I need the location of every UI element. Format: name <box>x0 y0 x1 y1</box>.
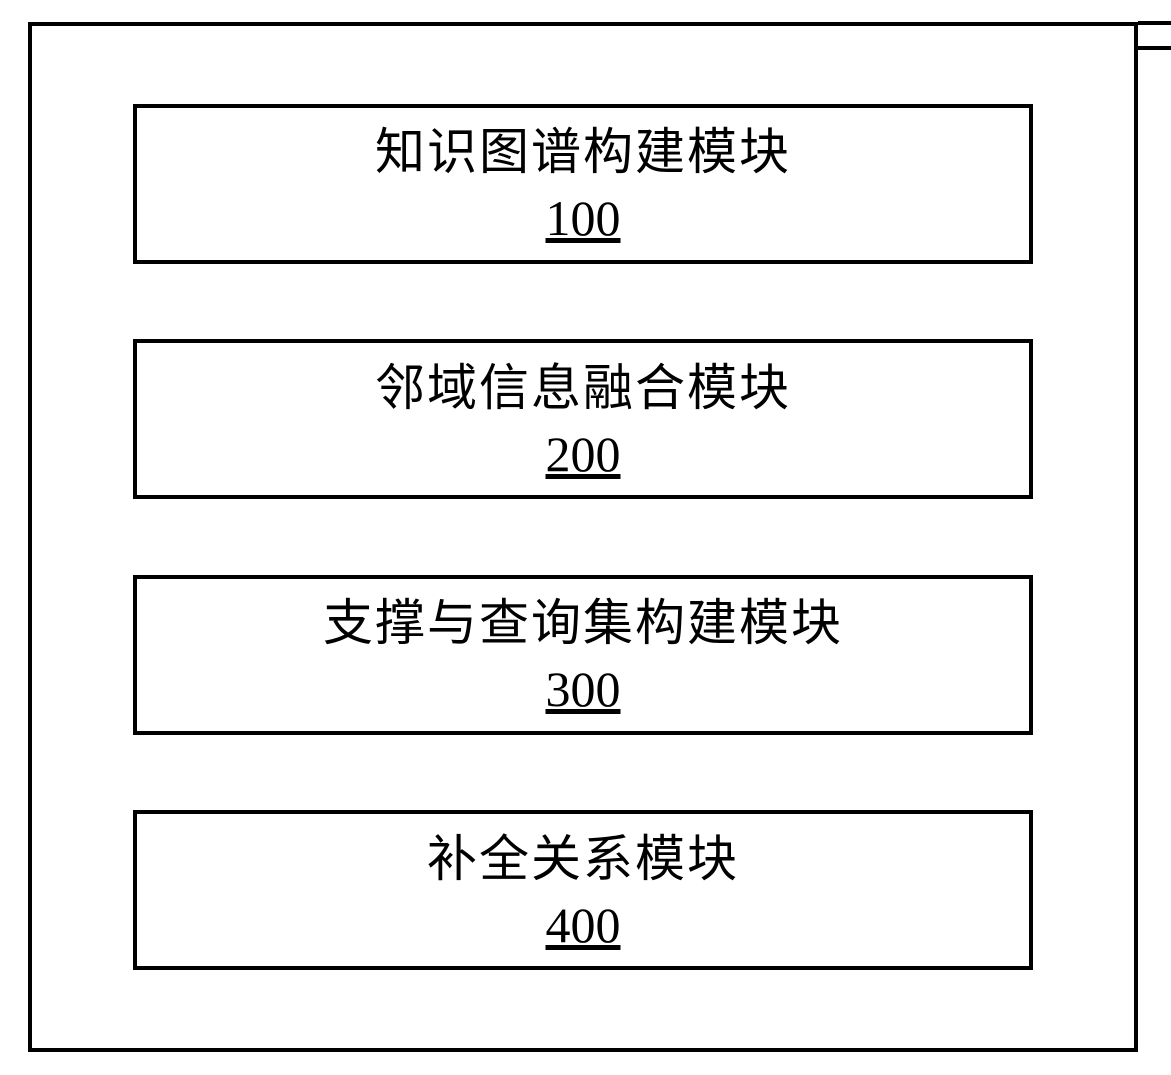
module-box-3: 支撑与查询集构建模块300 <box>133 575 1033 735</box>
tick-mark-1 <box>1138 21 1171 25</box>
module-number: 400 <box>546 896 621 954</box>
module-number: 200 <box>546 425 621 483</box>
module-box-1: 知识图谱构建模块100 <box>133 104 1033 264</box>
module-title: 邻域信息融合模块 <box>375 356 791 421</box>
tick-mark-2 <box>1138 46 1171 50</box>
module-box-4: 补全关系模块400 <box>133 810 1033 970</box>
module-title: 补全关系模块 <box>427 827 739 892</box>
module-box-2: 邻域信息融合模块200 <box>133 339 1033 499</box>
diagram-container: 知识图谱构建模块100 邻域信息融合模块200 支撑与查询集构建模块300 补全关系模… <box>28 22 1138 1052</box>
module-number: 100 <box>546 189 621 247</box>
module-title: 支撑与查询集构建模块 <box>323 591 843 656</box>
module-title: 知识图谱构建模块 <box>375 120 791 185</box>
module-number: 300 <box>546 660 621 718</box>
